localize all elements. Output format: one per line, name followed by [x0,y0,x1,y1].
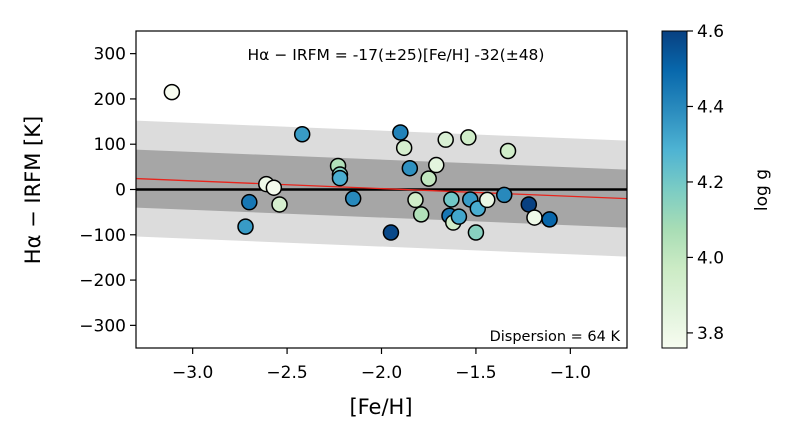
dispersion-annotation: Dispersion = 64 K [490,329,621,345]
colorbar-tick-label: 4.4 [697,97,724,117]
data-point [496,186,513,204]
x-tick-label: −2.0 [361,363,402,383]
data-point [344,190,362,207]
colorbar-tick-label: 4.2 [697,173,724,193]
data-point [241,193,258,211]
equation-annotation: Hα − IRFM = -17(±25)[Fe/H] -32(±48) [248,46,545,64]
data-point [412,206,430,223]
y-tick-label: 0 [115,181,126,201]
data-point [499,142,517,160]
y-axis-label: Hα − IRFM [K] [21,116,45,264]
data-point [428,156,445,174]
data-point [271,196,288,213]
y-tick-label: 100 [94,135,126,155]
data-point [460,129,477,146]
data-point [392,124,409,141]
y-tick-label: −100 [79,226,126,246]
x-tick-label: −3.0 [172,363,213,383]
data-point [450,208,468,225]
data-point [395,139,413,157]
y-tick-label: −300 [79,316,126,336]
fit-line [136,177,627,200]
x-tick-label: −2.5 [266,363,307,383]
data-point [443,191,460,208]
colorbar-tick-label: 3.8 [697,324,724,344]
data-point [401,159,419,177]
data-point [407,191,424,209]
y-axis-ticks: 300 200 100 0 −100 −200 −300 [79,45,136,336]
x-axis-ticks: −3.0 −2.5 −2.0 −1.5 −1.0 [172,348,591,383]
data-point [541,211,558,228]
colorbar [661,30,688,349]
y-tick-label: −200 [79,271,126,291]
reference-lines [136,177,627,200]
colorbar-tick-label: 4.0 [697,248,724,268]
x-tick-label: −1.5 [455,363,496,383]
colorbar-ticks: 3.8 4.0 4.2 4.4 4.6 [687,22,724,344]
colorbar-tick-label: 4.6 [697,22,724,42]
data-point [467,224,485,241]
data-point [382,224,400,241]
data-point [420,170,437,187]
colorbar-label: log g [752,169,772,211]
data-point [526,209,543,226]
y-tick-label: 200 [94,90,126,110]
x-tick-label: −1.0 [550,363,591,383]
y-tick-label: 300 [94,45,126,65]
data-point [331,169,349,187]
data-points [163,83,558,241]
data-point [163,83,181,101]
data-point [479,191,496,209]
data-point [293,126,311,143]
data-point [265,179,283,196]
data-point [237,218,254,235]
data-point [437,131,454,148]
x-axis-label: [Fe/H] [349,395,412,419]
